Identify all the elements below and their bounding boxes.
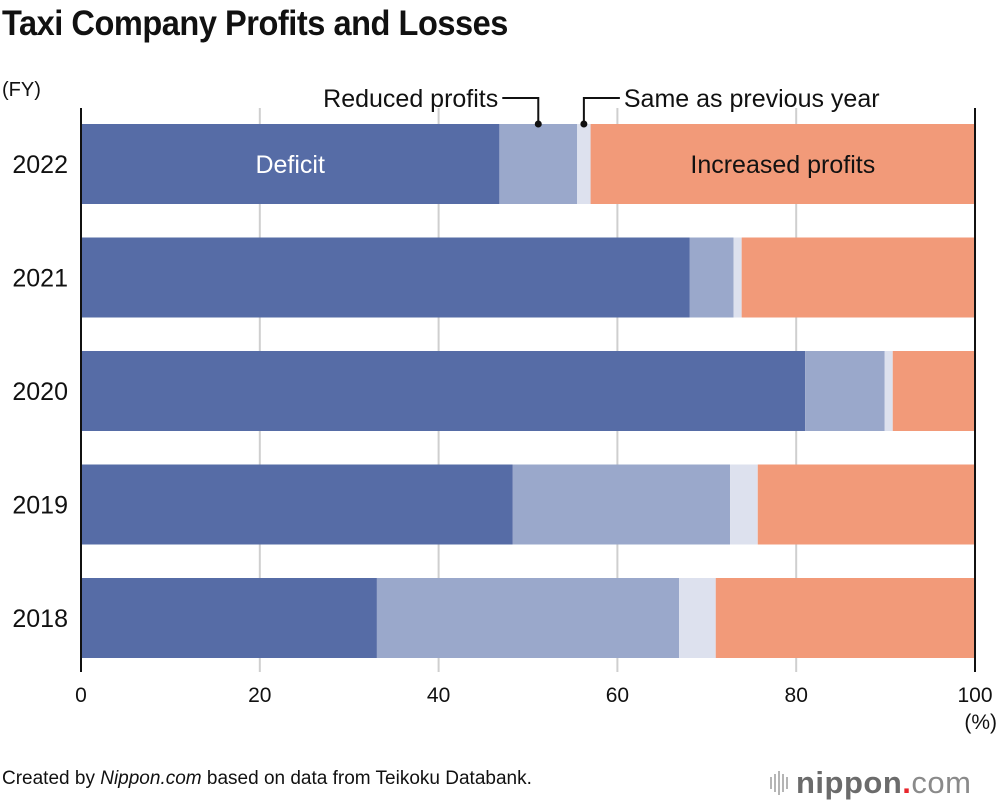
bar-2022-reduced-profits	[499, 124, 578, 204]
bar-2019-deficit	[81, 464, 513, 545]
labels: 0 20 40 60 80 100 2022 2021 2020 2019 2018 (FY) (%) D…	[2, 79, 997, 734]
inside-label-increased-profits: Increased profits	[690, 151, 875, 179]
x-tick-label-100: 100	[957, 684, 992, 707]
bar-2020-reduced-profits	[805, 351, 885, 431]
callout-label-reduced-profits: Reduced profits	[323, 85, 498, 113]
y-category-label-2020: 2020	[12, 378, 68, 406]
leader-dot-same-as-previous-year	[580, 120, 588, 128]
leader-dot-reduced-profits	[534, 120, 542, 128]
leader-line-same-as-previous-year	[582, 97, 620, 124]
bar-2022-same-as-previous-year	[577, 124, 591, 204]
bar-2019-same-as-previous-year	[730, 464, 758, 545]
credit-prefix: Created by	[2, 768, 101, 789]
bar-2021-reduced-profits	[689, 237, 734, 318]
bar-2018-increased-profits	[715, 578, 975, 658]
logo-wordmark: nippon.com	[796, 765, 972, 801]
bar-2021-deficit	[81, 237, 690, 318]
x-tick-label-60: 60	[606, 684, 629, 707]
logo-dot: .	[902, 765, 912, 800]
x-tick-label-80: 80	[785, 684, 808, 707]
y-category-label-2018: 2018	[12, 605, 68, 633]
x-tick-label-0: 0	[75, 684, 87, 707]
y-category-label-2019: 2019	[12, 492, 68, 520]
bars	[81, 124, 975, 658]
logo-tld: com	[911, 765, 972, 800]
y-axis-title: (FY)	[2, 79, 41, 101]
bar-2022-increased-profits	[590, 124, 975, 204]
bar-2018-deficit	[81, 578, 377, 658]
sound-wave-bars-icon	[770, 771, 788, 795]
bar-2019-increased-profits	[757, 464, 975, 545]
bar-2020-increased-profits	[892, 351, 975, 431]
bar-2020-same-as-previous-year	[884, 351, 893, 431]
leader-line-reduced-profits	[502, 97, 540, 124]
x-tick-label-40: 40	[427, 684, 450, 707]
source-credit: Created by Nippon.com based on data from…	[2, 768, 532, 790]
callout-label-same-as-previous-year: Same as previous year	[624, 85, 880, 113]
bar-2019-reduced-profits	[512, 464, 731, 545]
x-axis-unit-label: (%)	[964, 711, 997, 734]
y-category-label-2022: 2022	[12, 151, 68, 179]
nippon-logo: nippon.com	[770, 765, 972, 801]
inside-label-deficit: Deficit	[255, 151, 325, 179]
logo-name: nippon	[796, 765, 903, 800]
x-tick-label-20: 20	[248, 684, 271, 707]
bar-2022-deficit	[81, 124, 500, 204]
bar-2018-reduced-profits	[376, 578, 680, 658]
y-category-label-2021: 2021	[12, 265, 68, 293]
chart-title: Taxi Company Profits and Losses	[2, 4, 508, 43]
credit-suffix: based on data from Teikoku Databank.	[201, 768, 532, 789]
bar-2021-increased-profits	[741, 237, 975, 318]
credit-brand: Nippon.com	[100, 768, 202, 789]
axes	[80, 108, 976, 672]
bar-2018-same-as-previous-year	[679, 578, 716, 658]
bar-2021-same-as-previous-year	[733, 237, 742, 318]
bar-2020-deficit	[81, 351, 806, 431]
